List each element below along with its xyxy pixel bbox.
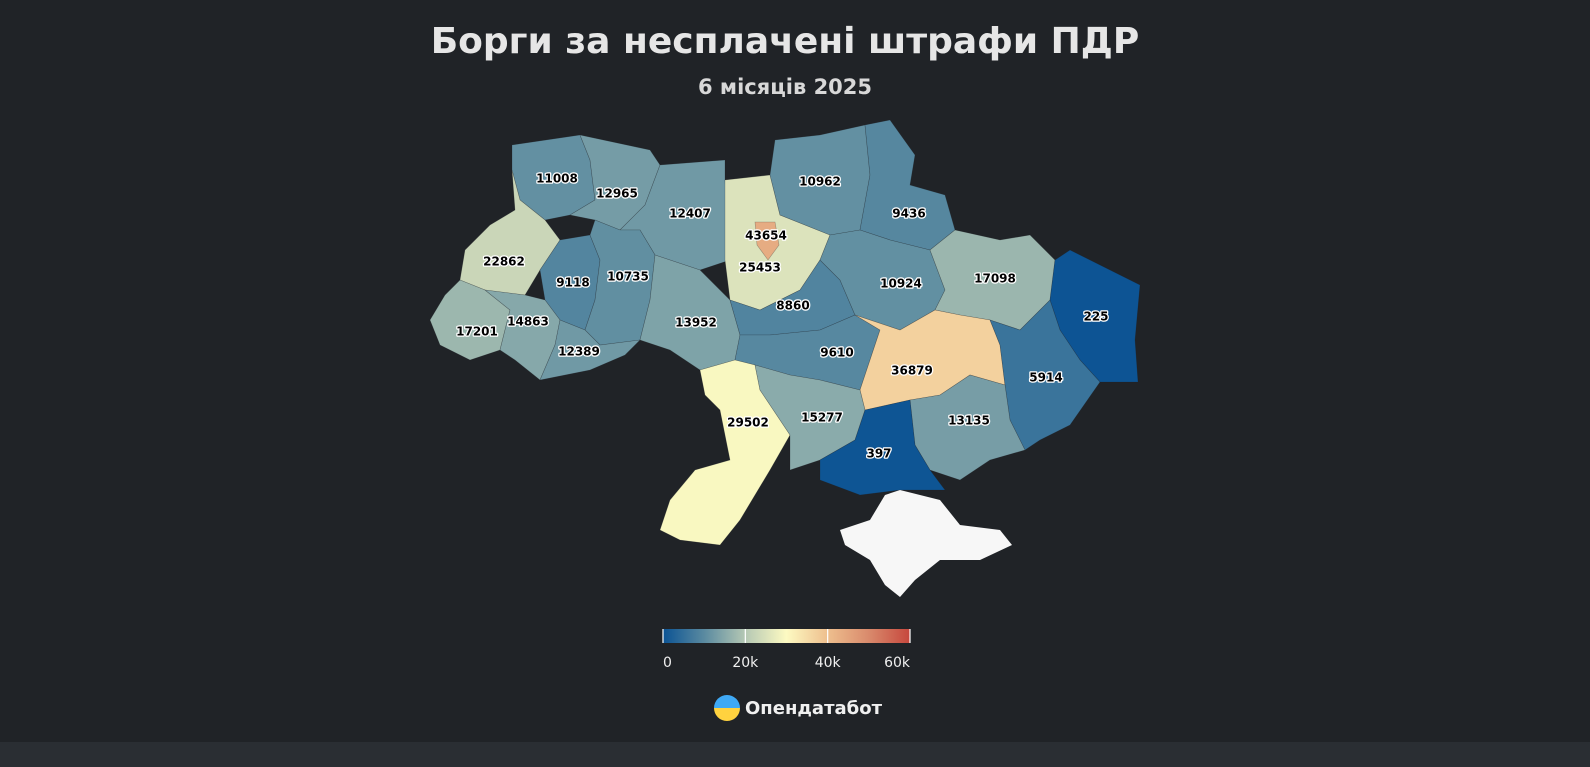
region-label: 5914 xyxy=(1029,371,1062,385)
region-label: 9436 xyxy=(892,207,925,221)
region-label: 10924 xyxy=(880,277,922,291)
region xyxy=(754,221,780,261)
colorbar-tick-label: 0 xyxy=(663,655,672,671)
colorbar-tick-label: 40k xyxy=(815,655,842,671)
region-label: 8860 xyxy=(776,299,809,313)
region-label: 25453 xyxy=(739,261,781,275)
brand-logo xyxy=(714,695,740,721)
region-label: 9118 xyxy=(556,276,589,290)
region-label: 17098 xyxy=(974,272,1016,286)
region-label: 22862 xyxy=(483,255,525,269)
region-label: 17201 xyxy=(456,325,498,339)
footer-strip xyxy=(0,742,1590,767)
region-label: 10735 xyxy=(607,270,649,284)
chart-subtitle: 6 місяців 2025 xyxy=(698,75,872,99)
brand-name: Опендатабот xyxy=(745,698,883,719)
region-label: 397 xyxy=(866,447,891,461)
region-label: 9610 xyxy=(820,346,853,360)
region xyxy=(539,319,641,381)
colorbar-gradient xyxy=(663,629,910,643)
colorbar-tick-label: 60k xyxy=(884,655,911,671)
region-label: 225 xyxy=(1083,310,1108,324)
region-label: 43654 xyxy=(745,229,787,243)
region-label: 13135 xyxy=(948,414,990,428)
crimea xyxy=(840,490,1012,597)
region-label: 12407 xyxy=(669,207,711,221)
region-label: 11008 xyxy=(536,172,578,186)
regions xyxy=(429,119,1141,546)
region xyxy=(909,374,1026,481)
colorbar: 0 20k 40k 60k xyxy=(662,629,911,671)
region-label: 12389 xyxy=(558,345,600,359)
region-label: 15277 xyxy=(801,411,843,425)
region-label: 13952 xyxy=(675,316,717,330)
region-label: 36879 xyxy=(891,364,933,378)
colorbar-tick-label: 20k xyxy=(732,655,759,671)
region-label: 10962 xyxy=(799,175,841,189)
chart-title: Борги за несплачені штрафи ПДР xyxy=(431,21,1140,62)
region-labels: 11008 12965 12407 43654 25453 10962 9436 22862 9… xyxy=(455,170,1110,462)
region-label: 14863 xyxy=(507,315,549,329)
region-label: 29502 xyxy=(727,416,769,430)
region-label: 12965 xyxy=(596,187,638,201)
